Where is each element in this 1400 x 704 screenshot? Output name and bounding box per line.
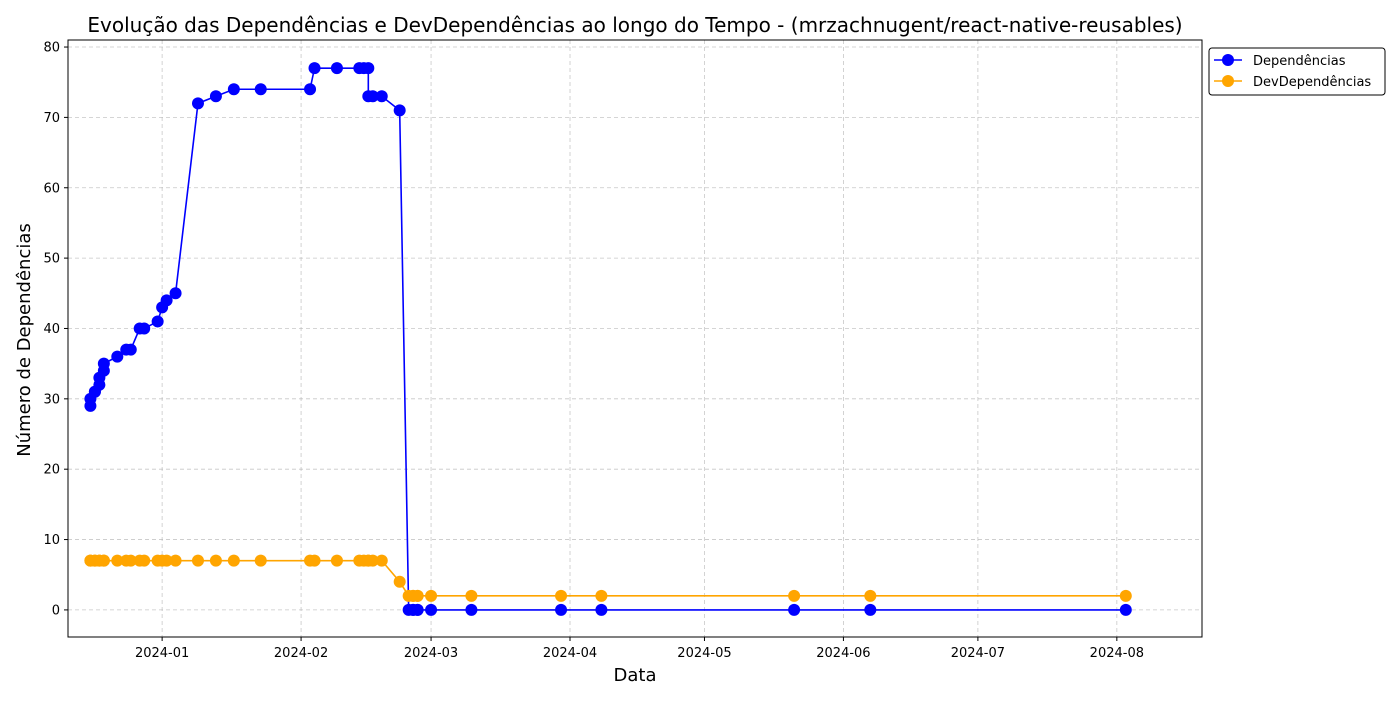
data-point xyxy=(595,603,608,616)
data-point xyxy=(425,589,438,602)
data-point xyxy=(555,603,568,616)
data-point xyxy=(124,343,137,356)
data-point xyxy=(411,603,424,616)
x-tick-label: 2024-07 xyxy=(951,646,1005,661)
data-point xyxy=(411,589,424,602)
data-point xyxy=(124,554,137,567)
data-point xyxy=(169,554,182,567)
plot-area-frame xyxy=(67,39,1203,638)
legend-marker xyxy=(1222,75,1234,87)
x-tick-label: 2024-04 xyxy=(543,646,597,661)
data-point xyxy=(425,603,438,616)
series-line xyxy=(89,67,1126,611)
data-point xyxy=(788,603,801,616)
y-tick-label: 40 xyxy=(43,322,60,337)
legend-marker xyxy=(1222,54,1234,66)
data-point xyxy=(191,554,204,567)
data-point xyxy=(362,62,375,75)
data-point xyxy=(393,104,406,117)
data-point xyxy=(366,554,379,567)
x-tick-label: 2024-06 xyxy=(816,646,870,661)
series-dependencias xyxy=(84,62,1132,616)
y-tick-label: 60 xyxy=(43,181,60,196)
series-devdependencias xyxy=(84,554,1132,602)
data-point xyxy=(864,603,877,616)
data-point xyxy=(209,90,222,103)
data-point xyxy=(375,554,388,567)
data-point xyxy=(465,589,478,602)
y-tick-label: 50 xyxy=(43,252,60,267)
y-tick-label: 20 xyxy=(43,463,60,478)
legend-label: Dependências xyxy=(1253,54,1346,69)
data-point xyxy=(1119,589,1132,602)
data-point xyxy=(308,554,321,567)
x-tick-label: 2024-02 xyxy=(274,646,328,661)
data-point xyxy=(138,554,151,567)
data-point xyxy=(1119,603,1132,616)
y-tick-label: 80 xyxy=(43,41,60,56)
legend: Dependências DevDependências xyxy=(1208,47,1386,96)
data-point xyxy=(97,357,110,370)
data-point xyxy=(111,350,124,363)
data-point xyxy=(169,287,182,300)
data-point xyxy=(595,589,608,602)
data-point xyxy=(304,83,317,96)
data-point xyxy=(160,294,173,307)
y-tick-label: 0 xyxy=(52,603,60,618)
chart-title: Evolução das Dependências e DevDependênc… xyxy=(87,13,1182,37)
data-point xyxy=(254,554,267,567)
data-point xyxy=(330,554,343,567)
y-tick-label: 30 xyxy=(43,392,60,407)
data-point xyxy=(393,575,406,588)
legend-box xyxy=(1208,47,1386,96)
x-tick-label: 2024-03 xyxy=(404,646,458,661)
series-layer xyxy=(84,62,1132,616)
ticks-layer: 2024-01 2024-02 2024-03 2024-04 2024-05 2024-… xyxy=(43,41,1144,661)
y-axis-label: Número de Dependências xyxy=(14,223,35,457)
data-point xyxy=(111,554,124,567)
y-tick-label: 10 xyxy=(43,533,60,548)
data-point xyxy=(366,90,379,103)
data-point xyxy=(864,589,877,602)
x-tick-label: 2024-05 xyxy=(677,646,731,661)
data-point xyxy=(330,62,343,75)
grid-layer xyxy=(68,40,1202,637)
data-point xyxy=(209,554,222,567)
x-tick-label: 2024-08 xyxy=(1090,646,1144,661)
data-point xyxy=(465,603,478,616)
data-point xyxy=(138,322,151,335)
y-tick-label: 70 xyxy=(43,111,60,126)
data-point xyxy=(308,62,321,75)
data-point xyxy=(254,83,267,96)
data-point xyxy=(227,83,240,96)
data-point xyxy=(788,589,801,602)
series-line xyxy=(90,559,1126,597)
data-point xyxy=(227,554,240,567)
x-tick-label: 2024-01 xyxy=(135,646,189,661)
data-point xyxy=(191,97,204,110)
data-point xyxy=(555,589,568,602)
legend-label: DevDependências xyxy=(1253,75,1371,90)
data-point xyxy=(151,315,164,328)
data-point xyxy=(97,554,110,567)
data-point xyxy=(375,90,388,103)
x-axis-label: Data xyxy=(614,665,657,686)
data-point xyxy=(160,554,173,567)
